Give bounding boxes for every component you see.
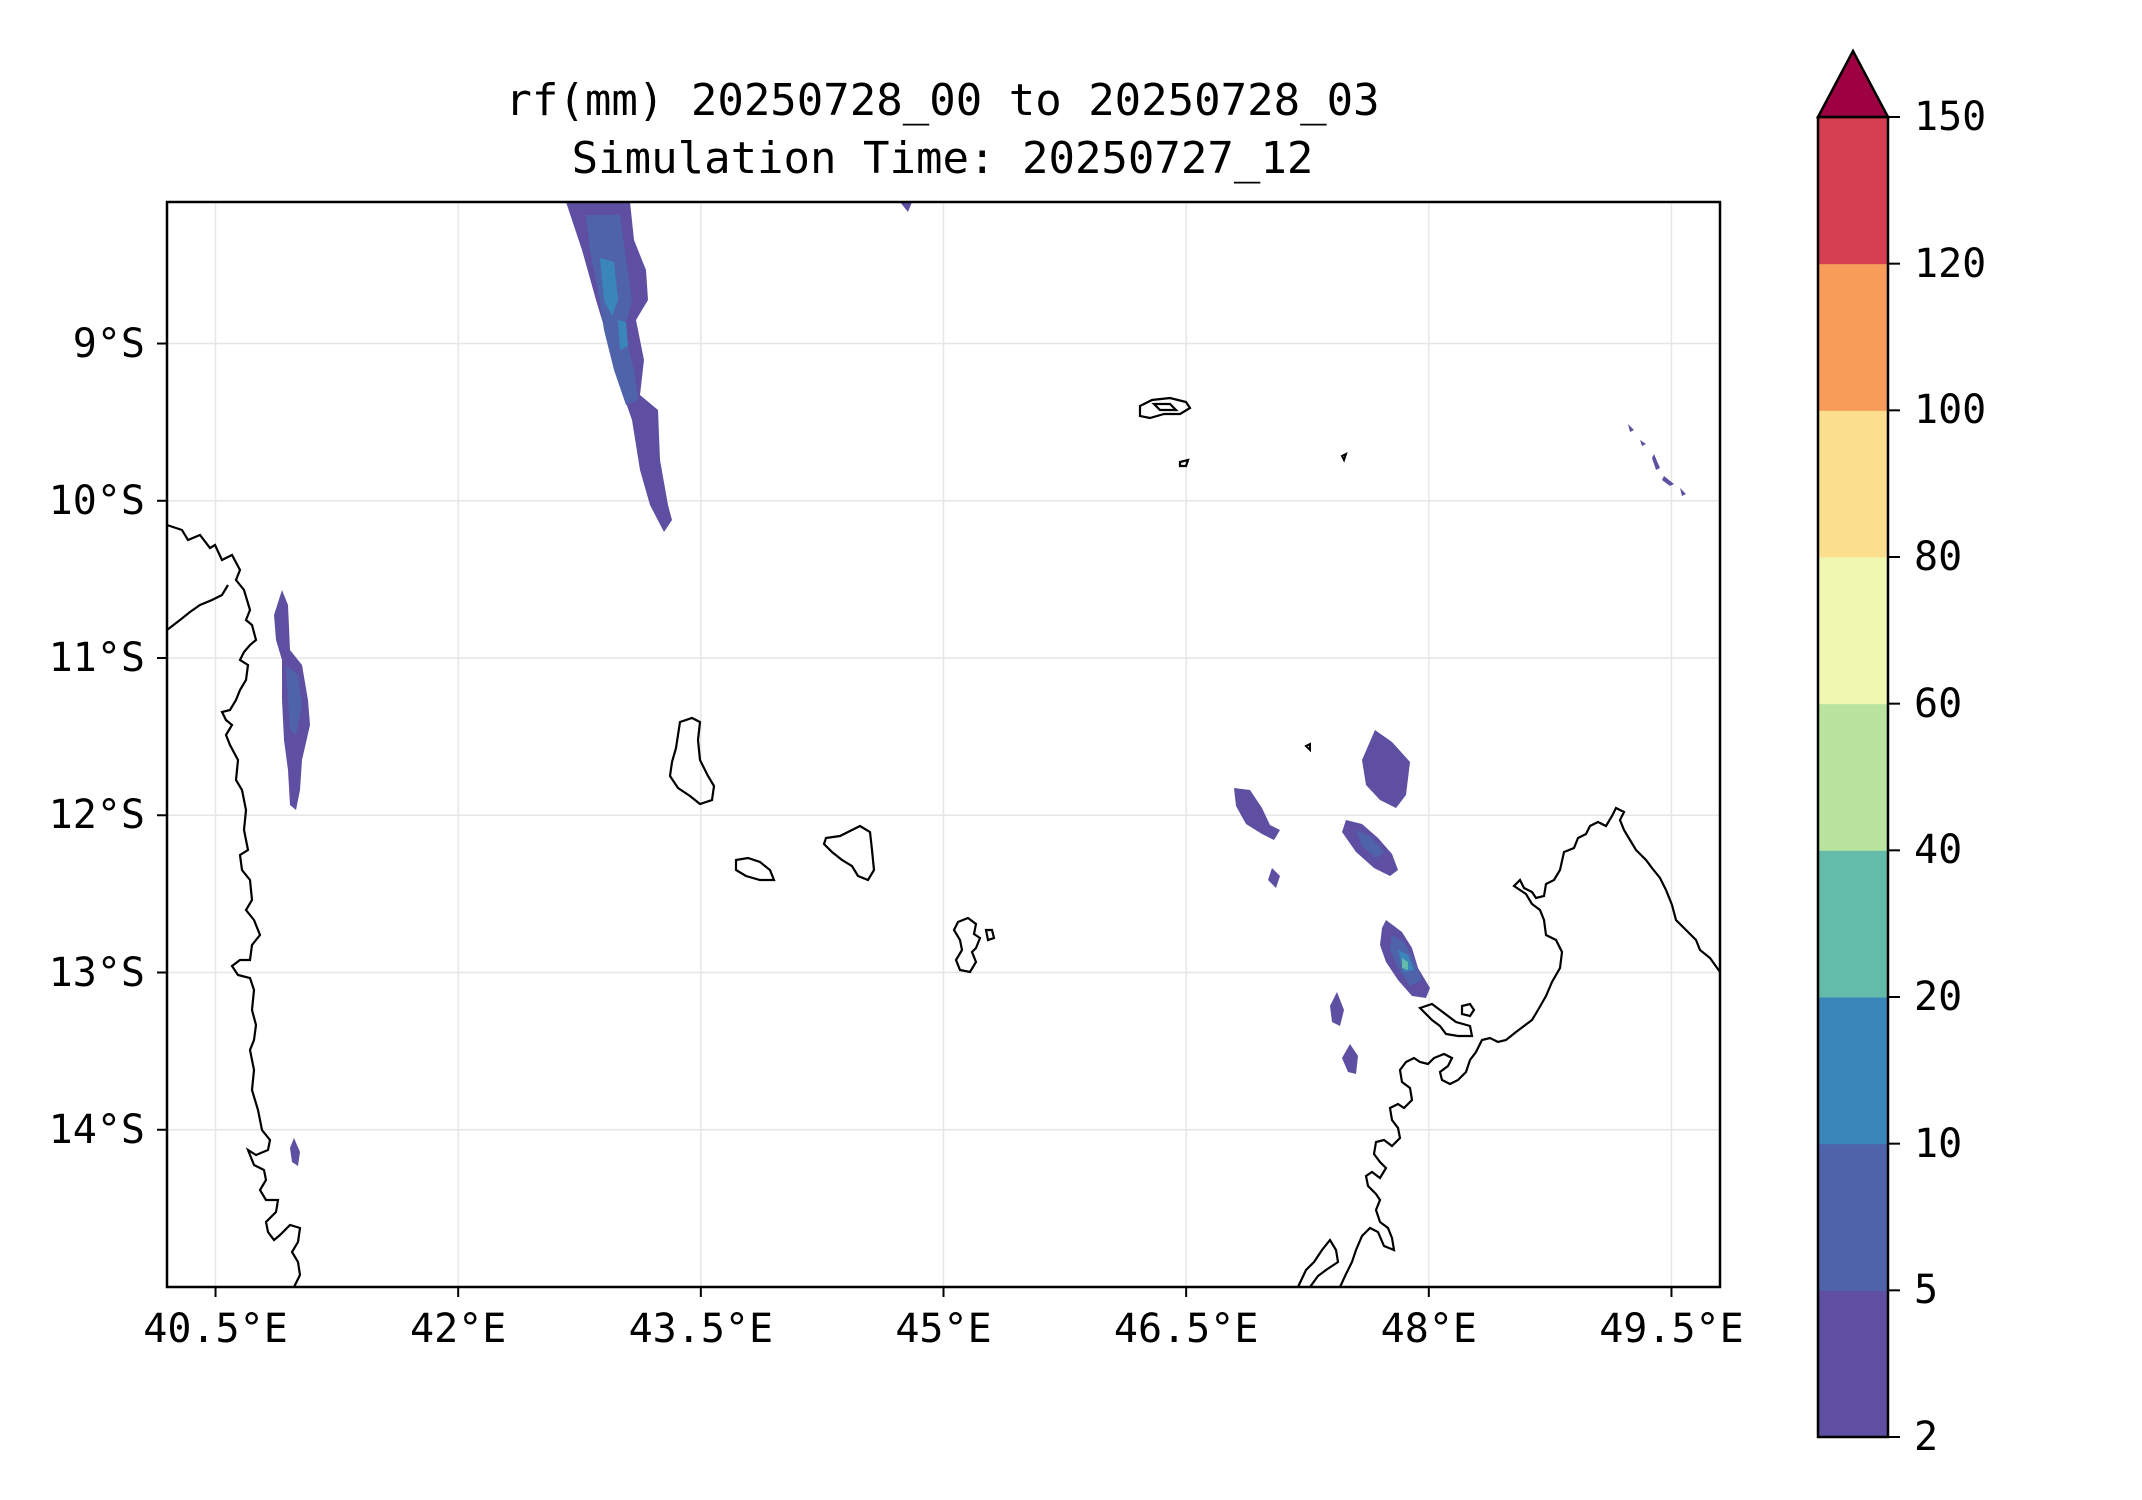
rainfall-cell-7 [1342,1044,1358,1074]
x-tick-label: 42°E [410,1306,507,1352]
colorbar-band [1818,117,1888,265]
colorbar-band [1818,850,1888,998]
coastline-africa-bay [167,584,229,631]
y-tick-label: 10°S [48,477,145,524]
y-tick-label: 12°S [48,792,145,839]
map-title-line-1: rf(mm) 20250728_00 to 20250728_03 [505,75,1380,126]
colorbar [1815,48,1900,1439]
colorbar-tick-label: 10 [1914,1120,1963,1167]
island-mayotte [952,916,996,974]
island-small-1 [1178,458,1190,468]
rainfall-band-north-peak [600,258,618,316]
colorbar-tick-label: 5 [1914,1267,1939,1314]
island-small-3 [1304,742,1311,753]
map-gridlines [167,202,1720,1287]
colorbar-outline [1816,115,1890,1439]
x-tick-label: 45°E [895,1306,992,1352]
rainfall-cell-6 [1330,992,1344,1026]
y-tick-label: 9°S [72,320,145,367]
rainfall-cell-2 [1234,788,1280,840]
coastline-madagascar-west [1297,1238,1340,1287]
map-content [167,202,1720,1287]
colorbar-tick-label: 120 [1914,240,1987,287]
island-aldabra [1138,396,1192,420]
rainfall-cell-4 [1268,868,1280,888]
colorbar-tick-label: 60 [1914,680,1963,727]
y-tick-label: 11°S [48,635,145,681]
rainfall-cell-1 [1362,730,1410,808]
colorbar-tick-label: 100 [1914,387,1987,434]
rainfall-speck-top [900,202,912,212]
x-tick-label: 46.5°E [1113,1306,1259,1352]
x-tick-label: 49.5°E [1599,1306,1744,1352]
y-tick-label: 14°S [48,1106,145,1153]
colorbar-band [1818,997,1888,1145]
island-small-2 [1340,452,1348,463]
axis-tick-marks [157,342,1673,1297]
coastline-madagascar-bay [1417,1002,1474,1038]
rainfall-cell-3-core [1356,830,1384,858]
x-tick-label: 43.5°E [628,1306,774,1352]
colorbar-band [1818,1143,1888,1291]
x-tick-label: 48°E [1380,1306,1477,1352]
colorbar-band [1818,410,1888,558]
island-anjouan [822,824,876,882]
rainfall-speck-south [290,1138,300,1166]
colorbar-tick-label: 20 [1914,974,1963,1020]
island-grande-comore [668,716,716,806]
map-title-line-2: Simulation Time: 20250727_12 [571,133,1314,184]
rainfall-specks-east [1628,424,1686,496]
island-moheli [734,856,776,882]
colorbar-band [1818,703,1888,851]
colorbar-band [1818,1290,1888,1438]
rainfall-band-north-peak-2 [618,320,628,350]
island-nosy-be [1460,1002,1476,1018]
colorbar-band [1818,263,1888,411]
colorbar-tick-label: 80 [1914,534,1963,580]
colorbar-tick-label: 2 [1914,1414,1939,1460]
colorbar-tick-label: 40 [1914,827,1963,874]
y-tick-label: 13°S [48,949,145,996]
rainfall-cell-5-peak [1402,958,1408,970]
x-tick-label: 40.5°E [143,1306,288,1352]
colorbar-extend-arrow [1815,48,1891,119]
rainfall-band-coast-core [286,665,302,735]
coastline-africa [167,523,302,1287]
colorbar-tick-label: 150 [1914,94,1987,140]
colorbar-band [1818,557,1888,705]
coastline-madagascar [1339,806,1720,1287]
